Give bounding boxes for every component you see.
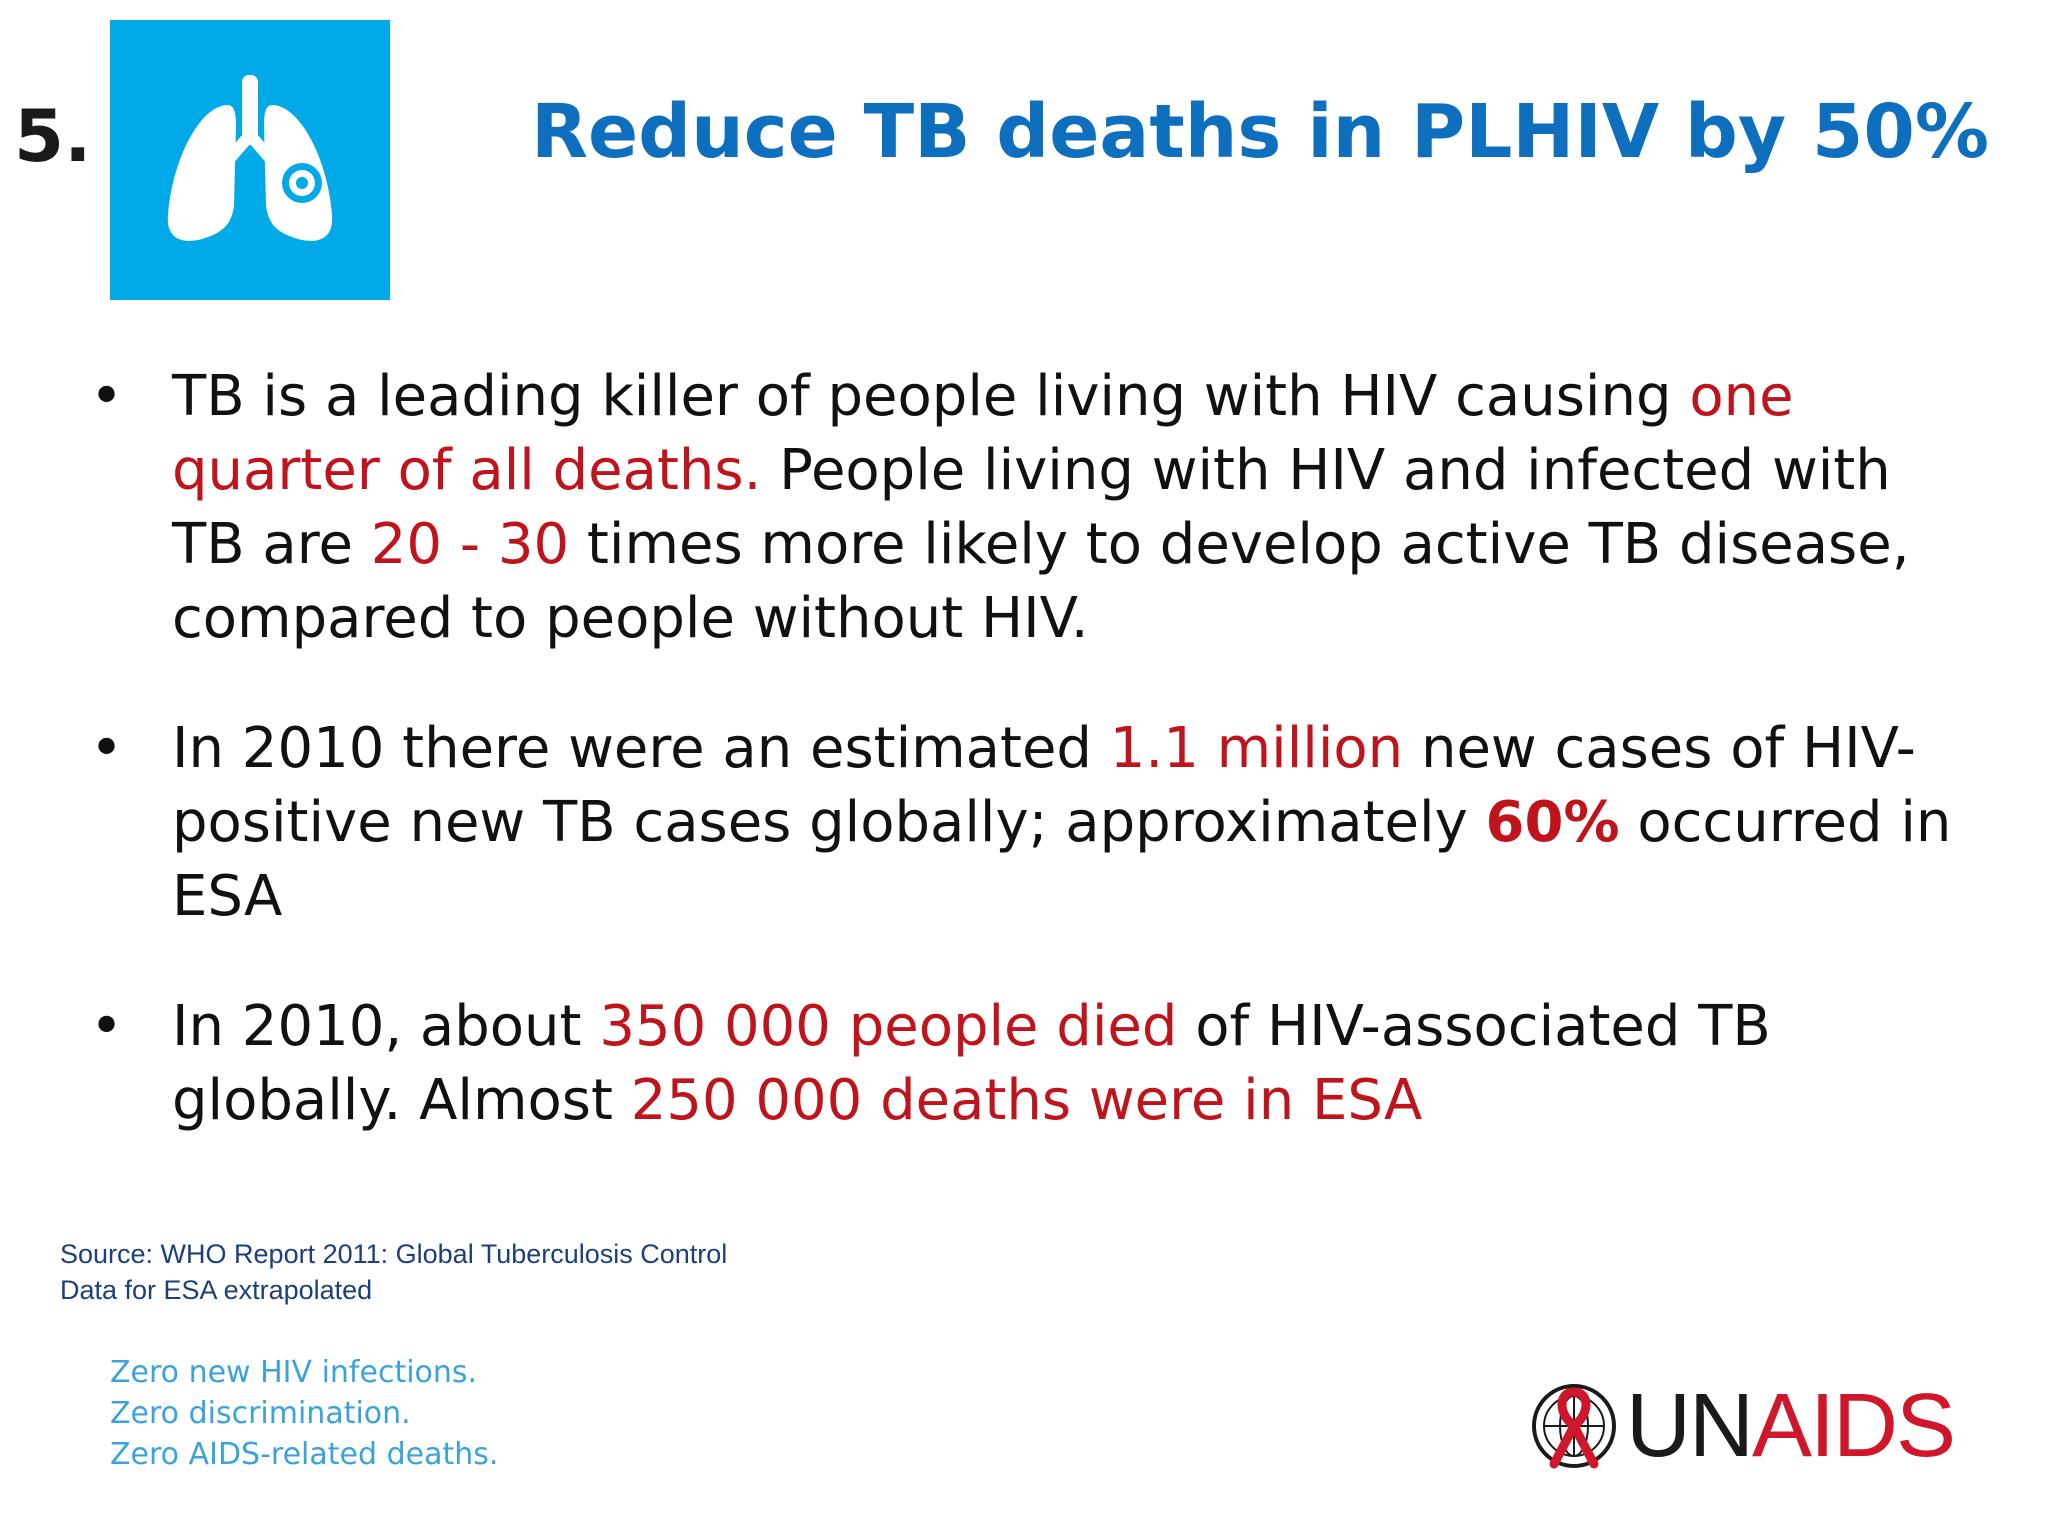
tagline-line: Zero discrimination. (110, 1396, 411, 1431)
bullet-text: In 2010 there were an estimated 1.1 mill… (172, 716, 1952, 929)
bullet-dot: • (90, 994, 124, 1059)
bullet-item: • In 2010, about 350 000 people died of … (90, 990, 1970, 1138)
tagline: Zero new HIV infections. Zero discrimina… (110, 1352, 498, 1475)
bullet-item: • TB is a leading killer of people livin… (90, 360, 1970, 656)
un-emblem-ribbon-icon (1532, 1384, 1616, 1469)
bullet-dot: • (90, 716, 124, 781)
source-note: Source: WHO Report 2011: Global Tubercul… (60, 1236, 727, 1308)
source-line: Source: WHO Report 2011: Global Tubercul… (60, 1239, 728, 1269)
tagline-line: Zero AIDS-related deaths. (110, 1437, 499, 1472)
lungs-icon-tile (110, 20, 390, 300)
bullet-dot: • (90, 364, 124, 429)
slide-title: Reduce TB deaths in PLHIV by 50% (530, 89, 1990, 175)
bullet-text: In 2010, about 350 000 people died of HI… (172, 994, 1771, 1133)
source-line: Data for ESA extrapolated (60, 1275, 373, 1305)
lungs-icon (167, 75, 333, 241)
bullet-list: • TB is a leading killer of people livin… (90, 360, 1970, 1194)
logo-wordmark: UNAIDS (1626, 1376, 1956, 1476)
bullet-text: TB is a leading killer of people living … (172, 364, 1910, 651)
unaids-logo: UNAIDS (1528, 1376, 1956, 1476)
bullet-item: • In 2010 there were an estimated 1.1 mi… (90, 712, 1970, 934)
slide-number: 5. (14, 94, 92, 178)
tagline-line: Zero new HIV infections. (110, 1355, 478, 1390)
